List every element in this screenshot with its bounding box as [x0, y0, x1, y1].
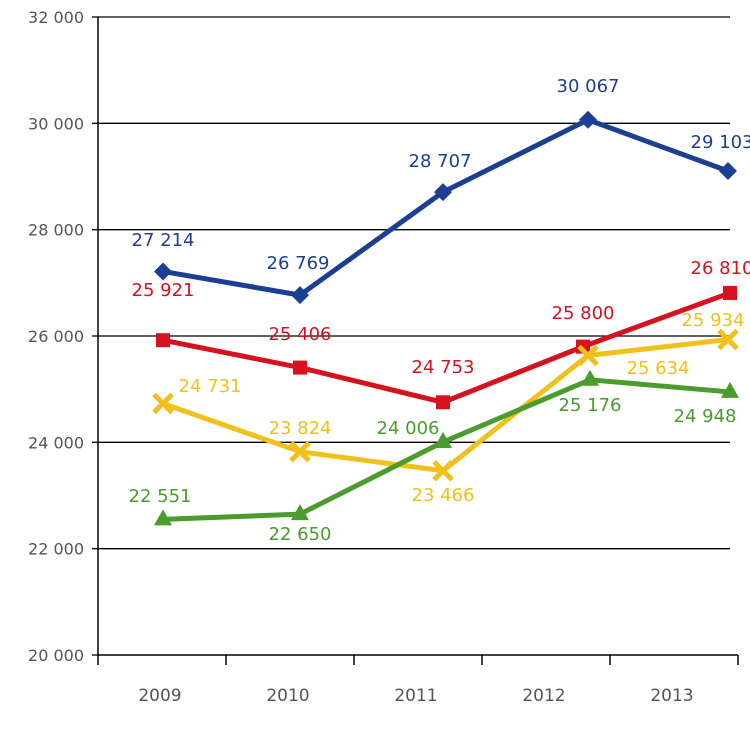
x-marker — [289, 440, 311, 463]
x-marker — [432, 459, 454, 482]
x-tick-label: 2012 — [522, 686, 565, 706]
y-tick-label: 24 000 — [28, 433, 84, 452]
data-label: 25 176 — [559, 395, 622, 416]
data-label: 26 769 — [267, 253, 330, 274]
data-label: 24 006 — [377, 418, 440, 439]
y-tick-label: 30 000 — [28, 114, 84, 133]
data-label: 25 634 — [627, 358, 690, 379]
data-label: 25 406 — [269, 324, 332, 345]
square-marker — [436, 395, 450, 410]
data-label: 23 824 — [269, 418, 332, 439]
data-label: 24 731 — [179, 376, 242, 397]
diamond-marker — [719, 162, 737, 181]
x-tick-label: 2009 — [138, 686, 181, 706]
y-tick-label: 32 000 — [28, 8, 84, 27]
square-marker — [723, 285, 737, 300]
triangle-marker — [581, 369, 599, 386]
data-label: 24 753 — [412, 357, 475, 378]
x-marker — [717, 328, 739, 351]
diamond-marker — [579, 110, 597, 129]
diamond-marker — [291, 286, 309, 305]
square-marker — [156, 333, 170, 348]
square-marker — [293, 360, 307, 375]
data-label: 26 810 — [691, 258, 750, 279]
data-label: 22 650 — [269, 524, 332, 545]
triangle-marker — [154, 509, 172, 526]
data-label: 28 707 — [409, 151, 472, 172]
x-marker — [152, 392, 174, 415]
x-tick-label: 2010 — [266, 686, 309, 706]
triangle-marker — [291, 504, 309, 521]
blue-series-line — [162, 117, 729, 298]
y-tick-label: 26 000 — [28, 327, 84, 346]
data-label: 23 466 — [412, 485, 475, 506]
data-label: 27 214 — [132, 230, 195, 251]
y-tick-label: 22 000 — [28, 540, 84, 559]
x-tick-label: 2011 — [394, 686, 437, 706]
data-label: 25 934 — [682, 310, 745, 331]
y-tick-label: 28 000 — [28, 221, 84, 240]
data-label: 25 800 — [552, 303, 615, 324]
data-label: 22 551 — [129, 486, 192, 507]
triangle-marker — [721, 381, 739, 398]
data-label: 29 103 — [691, 132, 750, 153]
diamond-marker — [154, 262, 172, 281]
x-marker — [577, 344, 599, 367]
data-label: 30 067 — [557, 76, 620, 97]
y-tick-label: 20 000 — [28, 646, 84, 665]
data-label: 24 948 — [674, 406, 737, 427]
data-label: 25 921 — [132, 280, 195, 301]
x-tick-label: 2013 — [650, 686, 693, 706]
diamond-marker — [434, 183, 452, 202]
triangle-marker — [434, 432, 452, 449]
